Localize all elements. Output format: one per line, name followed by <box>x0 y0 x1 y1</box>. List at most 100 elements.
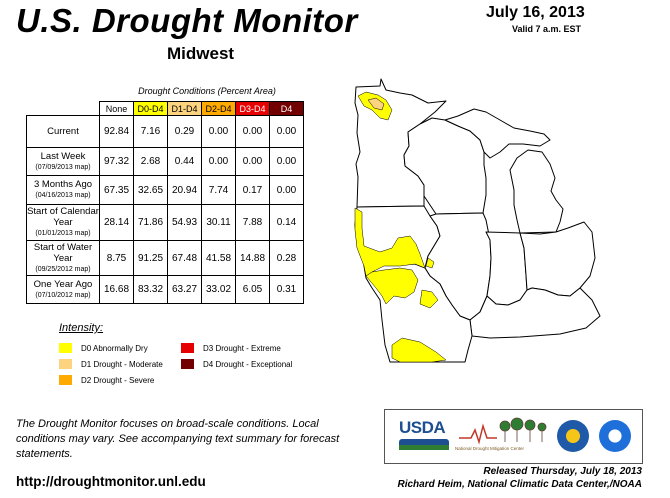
table-cell: 91.25 <box>133 240 168 276</box>
legend-swatch <box>181 359 194 369</box>
row-label: Start of Calendar Year (01/01/2013 map) <box>26 204 100 241</box>
release-date: Released Thursday, July 18, 2013 <box>483 466 642 477</box>
table-cell: 30.11 <box>201 204 236 241</box>
legend-title: Intensity: <box>59 322 104 334</box>
release-info: Released Thursday, July 18, 2013 Richard… <box>397 465 642 491</box>
table-cell: 28.14 <box>99 204 134 241</box>
table-cell: 0.44 <box>167 147 202 176</box>
table-cell: 7.88 <box>235 204 270 241</box>
row-label: Start of Water Year (09/25/2012 map) <box>26 240 100 276</box>
legend-label: D4 Drought - Exceptional <box>203 359 293 369</box>
table-cell: 20.94 <box>167 175 202 205</box>
column-header: D3-D4 <box>235 101 270 116</box>
table-cell: 0.00 <box>235 115 270 148</box>
table-cell: 92.84 <box>99 115 134 148</box>
table-cell: 63.27 <box>167 275 202 304</box>
state-indiana <box>485 231 528 306</box>
table-cell: 54.93 <box>167 204 202 241</box>
state-michigan-lp <box>509 149 564 234</box>
table-row: Start of Water Year (09/25/2012 map) 8.75… <box>26 240 304 276</box>
row-label: One Year Ago (07/10/2012 map) <box>26 275 100 304</box>
legend-label: D3 Drought - Extreme <box>203 343 281 353</box>
table-cell: 0.00 <box>269 147 304 176</box>
table-cell: 67.48 <box>167 240 202 276</box>
table-cell: 0.00 <box>269 175 304 205</box>
state-ohio <box>519 221 596 297</box>
legend-swatch <box>59 375 72 385</box>
table-row: Last Week (07/09/2013 map) 97.32 2.68 0.4… <box>26 147 304 176</box>
map-title: U.S. Drought Monitor <box>16 2 358 39</box>
table-row: 3 Months Ago (04/16/2013 map) 67.35 32.65… <box>26 175 304 205</box>
table-cell: 33.02 <box>201 275 236 304</box>
column-header: D2-D4 <box>201 101 236 116</box>
table-cell: 67.35 <box>99 175 134 205</box>
table-cell: 7.16 <box>133 115 168 148</box>
ndmc-logo-text: National Drought Mitigation Center <box>455 446 525 451</box>
partner-logos: USDA National Drought Mitigation Center <box>384 409 643 464</box>
column-header: D4 <box>269 101 304 116</box>
table-cell: 97.32 <box>99 147 134 176</box>
legend-item-d3: D3 Drought - Extreme <box>181 343 281 353</box>
table-cell: 2.68 <box>133 147 168 176</box>
table-cell: 0.28 <box>269 240 304 276</box>
table-cell: 83.32 <box>133 275 168 304</box>
commerce-seal-icon <box>557 420 589 452</box>
row-label: Current <box>26 115 100 148</box>
d0-area-missouri-c <box>419 289 439 309</box>
table-cell: 0.00 <box>235 147 270 176</box>
column-header: None <box>99 101 134 116</box>
legend-label: D2 Drought - Severe <box>81 375 155 385</box>
table-cell: 7.74 <box>201 175 236 205</box>
noaa-seal-icon <box>599 420 631 452</box>
legend-item-d1: D1 Drought - Moderate <box>59 359 163 369</box>
usda-logo: USDA <box>399 418 446 437</box>
footnote-text: The Drought Monitor focuses on broad-sca… <box>16 418 340 460</box>
table-cell: 16.68 <box>99 275 134 304</box>
d0-area-missouri-nw <box>365 267 419 305</box>
state-michigan-up <box>444 108 551 159</box>
legend-swatch <box>181 343 194 353</box>
usda-logo-bar-green <box>399 445 449 450</box>
ndmc-logo-icon <box>459 417 547 445</box>
column-header: D0-D4 <box>133 101 168 116</box>
valid-time: Valid 7 a.m. EST <box>512 24 582 34</box>
table-cell: 14.88 <box>235 240 270 276</box>
legend-swatch <box>59 343 72 353</box>
table-row: Current 92.84 7.16 0.29 0.00 0.00 0.00 <box>26 115 304 148</box>
table-cell: 0.31 <box>269 275 304 304</box>
region-name: Midwest <box>167 44 235 63</box>
table-cell: 8.75 <box>99 240 134 276</box>
table-row: Start of Calendar Year (01/01/2013 map) 2… <box>26 204 304 241</box>
table-cell: 0.00 <box>269 115 304 148</box>
table-cell: 0.29 <box>167 115 202 148</box>
table-header-row: None D0-D4 D1-D4 D2-D4 D3-D4 D4 <box>27 101 304 116</box>
legend-label: D0 Abnormally Dry <box>81 343 148 353</box>
row-label: 3 Months Ago (04/16/2013 map) <box>26 175 100 205</box>
table-caption: Drought Conditions (Percent Area) <box>138 86 276 96</box>
column-header: D1-D4 <box>167 101 202 116</box>
d0-area-iowa <box>354 207 426 277</box>
d0-area-missouri-s <box>391 337 447 363</box>
table-cell: 41.58 <box>201 240 236 276</box>
legend-item-d4: D4 Drought - Exceptional <box>181 359 292 369</box>
drought-conditions-table: None D0-D4 D1-D4 D2-D4 D3-D4 D4 Current … <box>26 101 304 304</box>
table-row: One Year Ago (07/10/2012 map) 16.68 83.32… <box>26 275 304 304</box>
d1-area-minnesota <box>367 97 385 111</box>
map-date: July 16, 2013 <box>486 4 585 21</box>
state-kentucky <box>469 287 601 339</box>
legend-label: D1 Drought - Moderate <box>81 359 163 369</box>
legend-item-d2: D2 Drought - Severe <box>59 375 154 385</box>
website-link[interactable]: http://droughtmonitor.unl.edu <box>16 474 206 489</box>
d0-area-illinois <box>425 257 435 269</box>
table-cell: 0.14 <box>269 204 304 241</box>
table-cell: 6.05 <box>235 275 270 304</box>
author-credit: Richard Heim, National Climatic Data Cen… <box>397 479 642 490</box>
row-label: Last Week (07/09/2013 map) <box>26 147 100 176</box>
table-cell: 0.00 <box>201 115 236 148</box>
legend-swatch <box>59 359 72 369</box>
table-cell: 71.86 <box>133 204 168 241</box>
table-cell: 0.17 <box>235 175 270 205</box>
legend-item-d0: D0 Abnormally Dry <box>59 343 148 353</box>
table-cell: 0.00 <box>201 147 236 176</box>
